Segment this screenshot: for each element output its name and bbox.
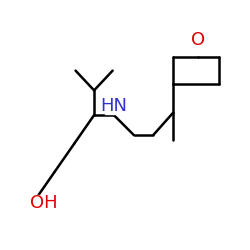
Bar: [20, 196, 39, 210]
Text: OH: OH: [30, 194, 58, 212]
Bar: [192, 32, 203, 47]
Text: HN: HN: [100, 98, 128, 116]
Bar: [104, 99, 123, 114]
Text: O: O: [191, 31, 205, 49]
